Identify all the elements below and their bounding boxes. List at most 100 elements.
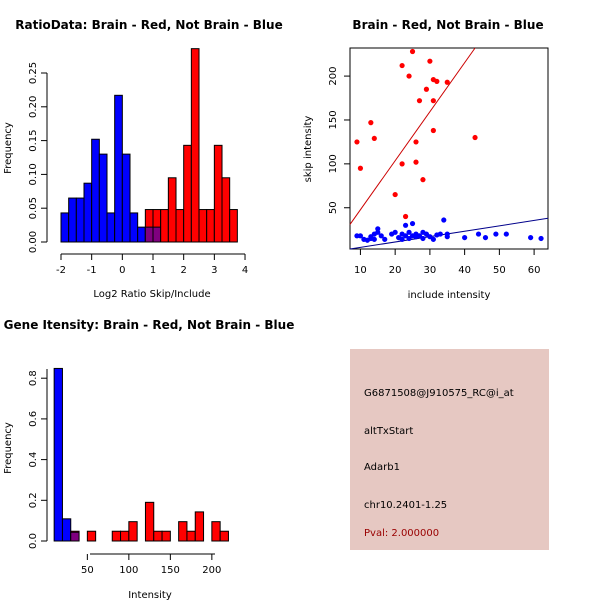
- chromosome-location: chr10.2401-1.25: [364, 500, 447, 511]
- intensity-bar: [86, 530, 97, 542]
- ratio-bar: [75, 197, 85, 243]
- point-red: [409, 48, 416, 55]
- ratio-y-tick-label: 0.00: [28, 231, 39, 253]
- ratio-bar: [60, 212, 70, 243]
- scatter-plot-box: [349, 47, 549, 250]
- intensity-bars: [53, 367, 229, 542]
- point-blue: [441, 217, 447, 223]
- ratio-bar: [206, 209, 215, 243]
- point-blue: [430, 236, 436, 242]
- intensity-y-tick-label: 0.4: [28, 452, 39, 468]
- scatter-x-label: include intensity: [408, 290, 491, 301]
- point-red: [427, 58, 433, 64]
- ratio-bar: [129, 212, 139, 243]
- ratio-y-tick-label: 0.20: [28, 96, 39, 118]
- point-red: [399, 62, 405, 69]
- event-type: altTxStart: [364, 426, 413, 437]
- point-red: [371, 135, 377, 142]
- scatter-x-tick-label: 20: [389, 265, 402, 276]
- scatter-y-tick-label: 100: [328, 154, 339, 173]
- ratio-x-tick-label: -2: [56, 265, 66, 276]
- intensity-x-tick-label: 50: [81, 565, 94, 576]
- ratio-bar: [137, 226, 146, 243]
- intensity-bar: [53, 367, 63, 542]
- ratio-bar: [198, 209, 208, 243]
- point-red: [392, 191, 398, 198]
- intensity-bar: [211, 521, 221, 542]
- intensity-bar-overlap: [70, 531, 80, 542]
- info-panel: G6871508@J910575_RC@i_at altTxStart Adar…: [350, 349, 549, 550]
- point-blue: [538, 235, 544, 242]
- ratio-bar: [106, 212, 116, 243]
- scatter-x-tick-label: 40: [458, 265, 471, 276]
- ratio-bar: [121, 153, 131, 243]
- point-blue: [444, 234, 450, 240]
- fit-line-0: [349, 47, 476, 225]
- ratio-y-tick-label: 0.15: [28, 129, 39, 151]
- point-blue: [402, 222, 409, 228]
- point-red: [368, 120, 374, 126]
- ratio-x-tick-label: 2: [180, 265, 186, 276]
- ratio-x-tick-label: 1: [150, 265, 156, 276]
- ratio-chart-title: RatioData: Brain - Red, Not Brain - Blue: [15, 18, 282, 32]
- scatter-y-ticks: 50 100 150 200: [328, 67, 350, 214]
- scatter-y-tick-label: 50: [328, 201, 339, 214]
- ratio-x-tick-label: -1: [87, 265, 97, 276]
- ratio-bar: [221, 177, 231, 243]
- ratio-x-tick-label: 4: [242, 265, 248, 276]
- point-red: [472, 134, 478, 141]
- point-red: [420, 177, 426, 183]
- scatter-x-tick-label: 30: [424, 265, 437, 276]
- point-red: [416, 98, 423, 104]
- ratio-bar-overlap: [144, 226, 154, 243]
- ratio-x-label: Log2 Ratio Skip/Include: [93, 289, 210, 300]
- point-blue: [375, 226, 381, 232]
- ratio-y-tick-label: 0.05: [28, 197, 39, 219]
- intensity-y-tick-label: 0.2: [28, 492, 39, 508]
- intensity-x-ticks: 50 100 150 200: [81, 554, 221, 576]
- ratio-bar: [213, 144, 223, 243]
- intensity-bar: [61, 518, 72, 542]
- histogram-intensity: Gene Itensity: Brain - Red, Not Brain - …: [3, 318, 294, 600]
- point-red: [354, 139, 360, 145]
- intensity-bar: [144, 501, 155, 542]
- scatter-y-tick-label: 150: [328, 110, 339, 129]
- intensity-bar: [186, 530, 196, 542]
- point-red: [423, 86, 430, 92]
- point-blue: [503, 231, 509, 237]
- point-blue: [462, 234, 468, 241]
- intensity-y-tick-label: 0.0: [28, 533, 39, 549]
- point-blue: [420, 235, 426, 242]
- point-blue: [399, 236, 405, 242]
- scatter-fit-lines: [349, 47, 549, 250]
- ratio-y-label: Frequency: [3, 122, 14, 174]
- intensity-x-tick-label: 150: [161, 565, 180, 576]
- ratio-bar: [183, 144, 192, 243]
- scatter-y-label: skip intensity: [303, 116, 314, 183]
- scatter-x-tick-label: 60: [528, 265, 541, 276]
- scatter-intensity: Brain - Red, Not Brain - Blue 50 100 150 20…: [303, 18, 549, 301]
- point-red: [430, 98, 436, 104]
- point-blue: [382, 236, 388, 242]
- ratio-bar: [83, 182, 93, 243]
- gene-name: Adarb1: [364, 462, 400, 473]
- point-red: [434, 78, 440, 84]
- point-blue: [378, 233, 384, 239]
- point-red: [413, 159, 419, 165]
- p-value: Pval: 2.000000: [364, 528, 439, 539]
- ratio-bar: [114, 94, 123, 243]
- intensity-bar: [161, 530, 171, 542]
- intensity-y-ticks: 0.0 0.2 0.4 0.6 0.8: [28, 370, 47, 549]
- intensity-x-tick-label: 200: [202, 565, 221, 576]
- point-red: [357, 165, 364, 171]
- ratio-x-tick-label: 0: [119, 265, 125, 276]
- intensity-bar: [153, 530, 163, 542]
- scatter-y-tick-label: 200: [328, 67, 339, 86]
- ratio-bar: [91, 138, 100, 243]
- intensity-bar: [111, 530, 122, 542]
- intensity-bar: [194, 511, 205, 542]
- scatter-points: [354, 48, 544, 243]
- ratio-bar: [175, 209, 185, 243]
- point-blue: [437, 231, 443, 237]
- intensity-bar: [178, 521, 188, 542]
